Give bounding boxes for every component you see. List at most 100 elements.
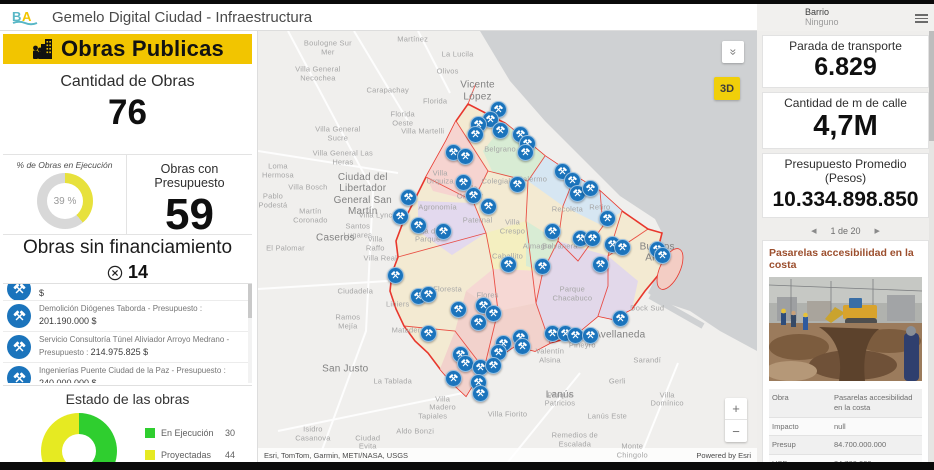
obra-text: Servicio Consultoría Túnel Aliviador Arr… — [39, 335, 230, 357]
table-row-label: Impacto — [772, 421, 799, 431]
obra-map-marker[interactable] — [457, 147, 475, 165]
obra-tools-icon — [615, 313, 626, 324]
obra-map-marker[interactable] — [581, 180, 599, 198]
collapse-button[interactable]: » — [722, 41, 744, 63]
obra-map-marker[interactable] — [499, 255, 517, 273]
obra-map-marker[interactable] — [534, 257, 552, 275]
obra-map-marker[interactable] — [599, 210, 617, 228]
obra-tools-icon — [403, 192, 414, 203]
obra-map-marker[interactable] — [467, 126, 485, 144]
parada-transporte-label: Parada de transporte — [789, 39, 902, 53]
presupuesto-promedio-value: 10.334.898.850 — [772, 188, 919, 211]
obra-list-item[interactable]: Ingenierías Puente Ciudad de la Paz - Pr… — [3, 363, 252, 383]
obra-tools-icon — [470, 129, 481, 140]
obra-map-marker[interactable] — [484, 305, 502, 323]
barrio-dropdown[interactable]: Barrio Ninguno — [805, 6, 839, 28]
right-panel-scrollbar[interactable] — [929, 31, 934, 462]
parada-transporte-value: 6.829 — [814, 53, 877, 81]
svg-text:A: A — [22, 9, 32, 24]
obra-map-marker[interactable] — [419, 285, 437, 303]
obra-map-marker[interactable] — [581, 326, 599, 344]
obra-map-marker[interactable] — [392, 208, 410, 226]
m-de-calle-card: Cantidad de m de calle 4,7M — [762, 92, 929, 149]
obra-map-marker[interactable] — [454, 173, 472, 191]
obra-map-marker[interactable] — [611, 309, 629, 327]
obra-map-marker[interactable] — [387, 266, 405, 284]
estado-obras-title: Estado de las obras — [65, 391, 190, 407]
obra-map-marker[interactable] — [409, 216, 427, 234]
page-title: Gemelo Digital Ciudad - Infraestructura — [52, 8, 313, 26]
obra-map-marker[interactable] — [472, 385, 490, 403]
obra-tools-icon — [423, 328, 434, 339]
barrio-label: Barrio — [805, 6, 830, 17]
bottom-letterbox — [0, 462, 934, 470]
table-row-label: Obra — [772, 393, 789, 402]
presupuesto-promedio-label: Presupuesto Promedio (Pesos) — [784, 157, 907, 185]
map-attribution: Esri, TomTom, Garmin, METI/NASA, USGS Po… — [258, 448, 757, 462]
obra-map-marker[interactable] — [654, 247, 672, 265]
obra-tools-icon — [473, 317, 484, 328]
obra-tools-icon — [7, 284, 31, 300]
obra-tools-icon — [587, 233, 598, 244]
obras-list-scrollbar[interactable] — [248, 284, 252, 383]
sin-financiamiento-value: 14 — [127, 262, 149, 282]
sin-financiamiento-card: Obras sin financiamiento 14 — [3, 237, 252, 283]
obra-map-marker[interactable] — [591, 255, 609, 273]
obra-list-item[interactable]: Servicio Consultoría Túnel Aliviador Arr… — [3, 332, 252, 363]
obra-map-marker[interactable] — [516, 143, 534, 161]
3d-toggle-button[interactable]: 3D — [714, 77, 740, 100]
table-row-value: 84.700.000.000 — [834, 440, 887, 450]
obra-map-marker[interactable] — [469, 313, 487, 331]
obra-map-marker[interactable] — [492, 122, 509, 140]
obra-map-marker[interactable] — [444, 369, 462, 387]
obra-map-marker[interactable] — [484, 357, 502, 375]
obra-tools-icon — [595, 259, 606, 270]
obra-tools-icon — [495, 125, 506, 136]
legend-item[interactable]: Proyectadas 44 — [145, 450, 235, 460]
legend-label: Proyectadas — [161, 450, 212, 460]
zoom-out-button[interactable]: − — [732, 423, 740, 439]
obra-list-item[interactable]: $ — [3, 284, 252, 301]
cantidad-obras-label: Cantidad de Obras — [60, 73, 195, 90]
legend-label: En Ejecución — [161, 428, 214, 438]
legend-swatch — [145, 450, 155, 460]
obra-list-item[interactable]: Demolición Diógenes Taborda - Presupuest… — [3, 301, 252, 332]
feature-title-link[interactable]: Pasarelas accesibilidad en la costa — [769, 247, 914, 271]
obra-map-marker[interactable] — [544, 223, 562, 241]
obra-tools-icon — [547, 226, 558, 237]
circled-x-icon — [107, 265, 123, 280]
zoom-in-button[interactable]: + — [725, 398, 747, 420]
obra-tools-icon — [460, 151, 471, 162]
obra-map-marker[interactable] — [434, 223, 452, 241]
obra-map-marker[interactable] — [584, 229, 602, 247]
legend-swatch — [145, 428, 155, 438]
obra-map-marker[interactable] — [479, 197, 497, 215]
prev-page-arrow[interactable]: ◀ — [811, 228, 817, 235]
obra-map-marker[interactable] — [449, 300, 467, 318]
obra-tools-icon — [7, 335, 31, 359]
obra-map-marker[interactable] — [514, 337, 532, 355]
obra-map-marker[interactable] — [464, 186, 482, 204]
obra-tools-icon — [488, 308, 499, 319]
obra-map-marker[interactable] — [419, 324, 437, 342]
table-row-value: Pasarelas accesibilidad en la costa — [834, 393, 913, 412]
pct-ejecucion-label: % de Obras en Ejecución — [16, 160, 113, 170]
obra-tools-icon — [517, 341, 528, 352]
map[interactable]: » 3D + − Esri, TomTom, Garmin, METI/NASA… — [258, 31, 757, 462]
next-page-arrow[interactable]: ▶ — [874, 228, 880, 235]
table-row: Presup 84.700.000.000 — [769, 436, 922, 455]
obra-map-marker[interactable] — [509, 176, 527, 193]
obras-list: $ Demolición Diógenes Taborda - Presupues… — [3, 283, 252, 383]
obra-tools-icon — [602, 213, 613, 224]
obra-tools-icon — [390, 270, 401, 281]
menu-icon[interactable] — [915, 12, 928, 25]
obra-map-marker[interactable] — [614, 238, 632, 256]
obra-text: $ — [39, 288, 45, 298]
obra-tools-icon — [483, 201, 494, 212]
obra-tools-icon — [585, 330, 596, 341]
legend-item[interactable]: En Ejecución 30 — [145, 428, 235, 438]
obra-tools-icon — [617, 242, 628, 253]
legend-value: 30 — [225, 428, 236, 438]
obra-map-marker[interactable] — [399, 188, 417, 206]
